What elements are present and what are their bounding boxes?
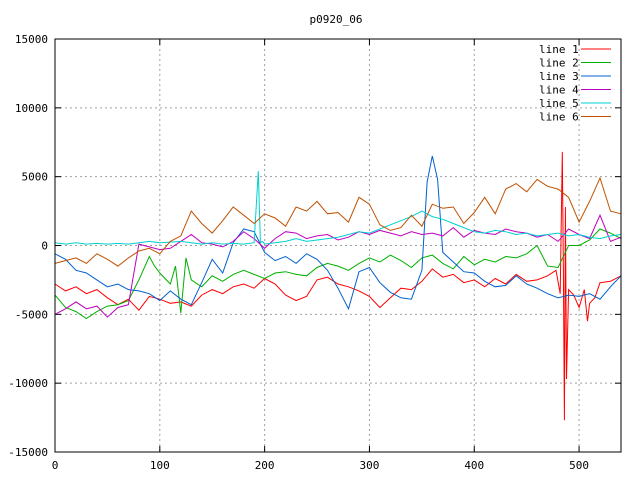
y-tick-label: 0 <box>41 240 48 253</box>
series-line-6 <box>54 176 622 267</box>
legend-label: line 5 <box>539 97 579 110</box>
legend-label: line 3 <box>539 70 579 83</box>
chart-title: p0920_06 <box>310 13 363 26</box>
y-tick-label: -15000 <box>8 446 48 459</box>
legend-label: line 2 <box>539 57 579 70</box>
x-tick-label: 300 <box>360 459 380 472</box>
y-tick-label: -10000 <box>8 377 48 390</box>
legend-label: line 1 <box>539 43 579 56</box>
series-line-3 <box>54 155 622 311</box>
legend-label: line 4 <box>539 84 579 97</box>
y-axis-ticks: -15000 -10000 -5000 0 5000 10000 15000 <box>8 33 621 459</box>
legend-label: line 6 <box>539 111 579 124</box>
y-tick-label: 10000 <box>15 102 48 115</box>
plot-frame <box>54 38 622 453</box>
series-line-1 <box>54 151 622 421</box>
y-tick-label: -5000 <box>15 308 48 321</box>
series-line-5 <box>54 171 622 245</box>
y-tick-label: 15000 <box>15 33 48 46</box>
y-tick-label: 5000 <box>22 171 49 184</box>
x-tick-label: 500 <box>569 459 589 472</box>
x-tick-label: 100 <box>150 459 170 472</box>
plot-area <box>54 151 622 421</box>
x-tick-label: 400 <box>464 459 484 472</box>
grid <box>55 39 621 452</box>
x-tick-label: 0 <box>52 459 59 472</box>
x-tick-label: 200 <box>255 459 275 472</box>
x-axis-ticks: 0 100 200 300 400 500 <box>52 39 589 472</box>
